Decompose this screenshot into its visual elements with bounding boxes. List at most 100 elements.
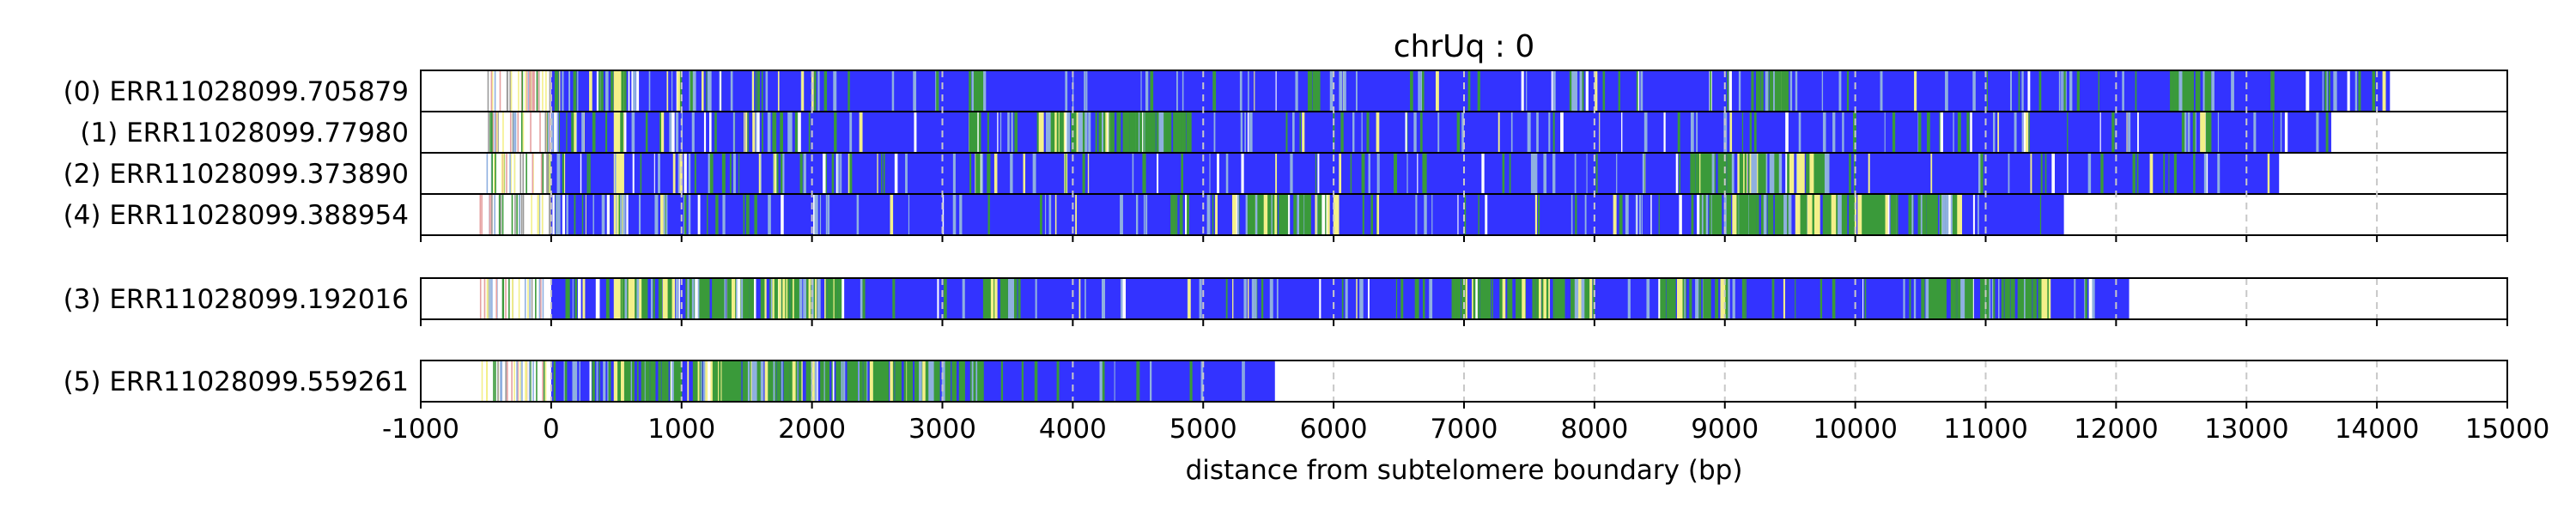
pre-boundary-mark [499,71,501,111]
read-stripe [2010,71,2012,111]
alt-stripe [2204,71,2212,111]
read-stripe [678,71,683,111]
read-stripe [1783,195,1787,234]
pre-boundary-mark [533,71,535,111]
alt-stripe [1274,195,1278,234]
read-stripe [1360,279,1364,318]
read-stripe [564,361,568,401]
alt-stripe [1993,279,1996,318]
read-stripe [589,361,592,401]
read-stripe [2217,112,2220,152]
read-stripe [2088,279,2093,318]
read-stripe [1749,112,1752,152]
pre-boundary-mark [526,71,528,111]
read-stripe [1072,71,1074,111]
read-stripe [562,154,564,193]
alt-stripe [1965,279,1971,318]
read-stripe [1132,154,1134,193]
read-stripe [778,279,781,318]
pre-boundary-mark [511,361,513,401]
alt-stripe [1245,195,1248,234]
pre-boundary-mark [483,279,486,318]
alt-stripe [651,361,656,401]
alt-stripe [1737,154,1741,193]
alt-stripe [1699,195,1702,234]
alt-stripe [1789,154,1795,193]
read-stripe [1021,361,1024,401]
read-stripe [997,112,999,152]
read-bar [550,112,2331,152]
read-stripe [1422,154,1426,193]
alt-stripe [1592,279,1595,318]
read-stripe [626,195,629,234]
alt-stripe [971,361,974,401]
read-stripe [1293,195,1297,234]
read-stripe [677,154,680,193]
read-stripe [624,112,627,152]
read-stripe [1684,279,1686,318]
read-stripe [1248,71,1249,111]
read-stripe [1435,71,1439,111]
read-stripe [768,195,771,234]
read-stripe [1618,71,1620,111]
alt-stripe [1579,71,1583,111]
read-stripe [597,71,600,111]
read-stripe [1135,195,1139,234]
read-bar [550,154,2280,193]
pre-boundary-mark [491,112,493,152]
alt-stripe [731,279,738,318]
x-tick-label: 1000 [647,414,715,445]
read-stripe [1350,154,1352,193]
read-stripe [598,71,601,111]
read-stripe [1422,71,1425,111]
read-stripe [645,112,648,152]
read-stripe [1538,195,1540,234]
read-stripe [881,154,883,193]
alt-stripe [1157,112,1160,152]
read-stripe [785,279,787,318]
alt-stripe [1325,195,1330,234]
read-stripe [653,154,655,193]
pre-boundary-mark [503,154,505,193]
alt-stripe [1781,71,1786,111]
read-stripe [1621,112,1623,152]
x-tick-label: 9000 [1691,414,1759,445]
chart-title: chrUq : 0 [1394,29,1535,64]
read-stripe [2203,154,2207,193]
read-stripe [1054,195,1057,234]
read-stripe [1290,154,1293,193]
read-stripe [640,154,642,193]
alt-stripe [827,279,831,318]
alt-stripe [1732,195,1737,234]
alt-stripe [1991,279,1995,318]
pre-boundary-mark [521,361,523,401]
read-stripe [2023,279,2026,318]
alt-stripe [982,279,987,318]
read-stripe [705,361,709,401]
pre-boundary-mark [528,71,530,111]
alt-stripe [1257,195,1264,234]
alt-stripe [1968,279,1974,318]
pre-boundary-mark [519,195,520,234]
read-stripe [914,112,917,152]
alt-stripe [1081,112,1087,152]
read-stripe [642,361,645,401]
alt-stripe [999,279,1007,318]
read-stripe [1922,279,1924,318]
read-stripe [754,279,756,318]
alt-stripe [1178,112,1182,152]
read-stripe [794,112,798,152]
read-stripe [2085,279,2087,318]
read-stripe [2382,71,2386,111]
read-stripe [738,154,740,193]
alt-stripe [1538,279,1541,318]
read-stripe [890,195,894,234]
read-stripe [811,71,814,111]
read-stripe [676,112,679,152]
read-stripe [1868,154,1870,193]
read-stripe [574,279,578,318]
alt-stripe [649,361,651,401]
read-stripe [1574,71,1577,111]
read-stripe [2087,154,2092,193]
read-stripe [1101,279,1103,318]
